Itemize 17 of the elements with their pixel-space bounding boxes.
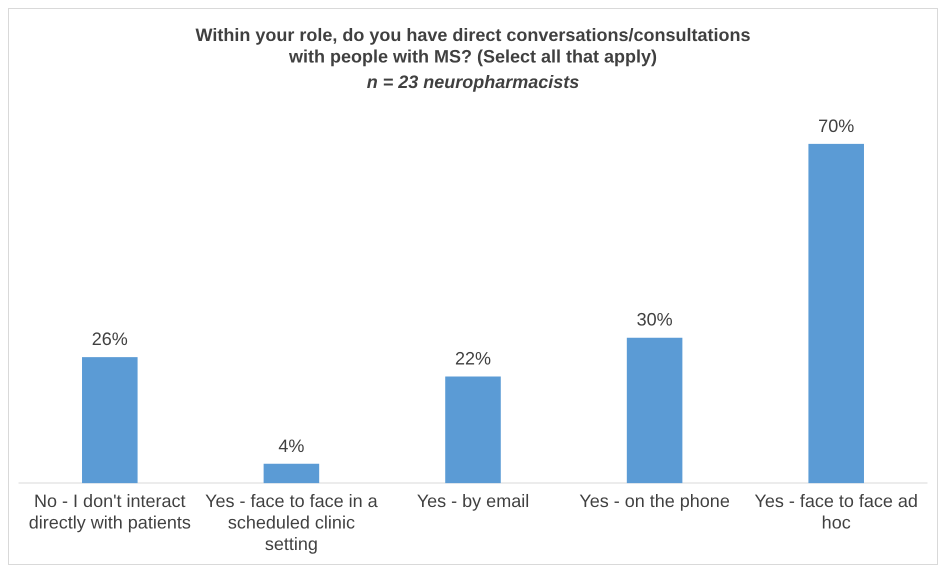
bar	[445, 376, 501, 484]
bar	[82, 357, 138, 484]
bar	[626, 338, 682, 484]
bar	[264, 464, 320, 484]
bar	[808, 144, 864, 484]
chart-title: Within your role, do you have direct conversations/consultations with people with MS? (Select all that apply)	[196, 24, 750, 66]
data-label: 70%	[818, 116, 854, 136]
x-tick-label: No - I don't interact directly with patients	[28, 490, 191, 533]
data-label: 22%	[454, 348, 492, 368]
x-tick-label: Yes - by email	[416, 490, 530, 511]
x-tick-label: Yes - on the phone	[579, 490, 730, 511]
data-label: 30%	[636, 310, 673, 330]
x-tick-label: Yes - face to face in a scheduled clinic setting	[205, 490, 379, 554]
data-label: 4%	[278, 436, 304, 456]
x-tick-label: Yes - face to face ad hoc	[754, 490, 918, 533]
chart-subtitle: n = 23 neuropharmacists	[366, 72, 580, 92]
data-label: 26%	[92, 329, 128, 350]
